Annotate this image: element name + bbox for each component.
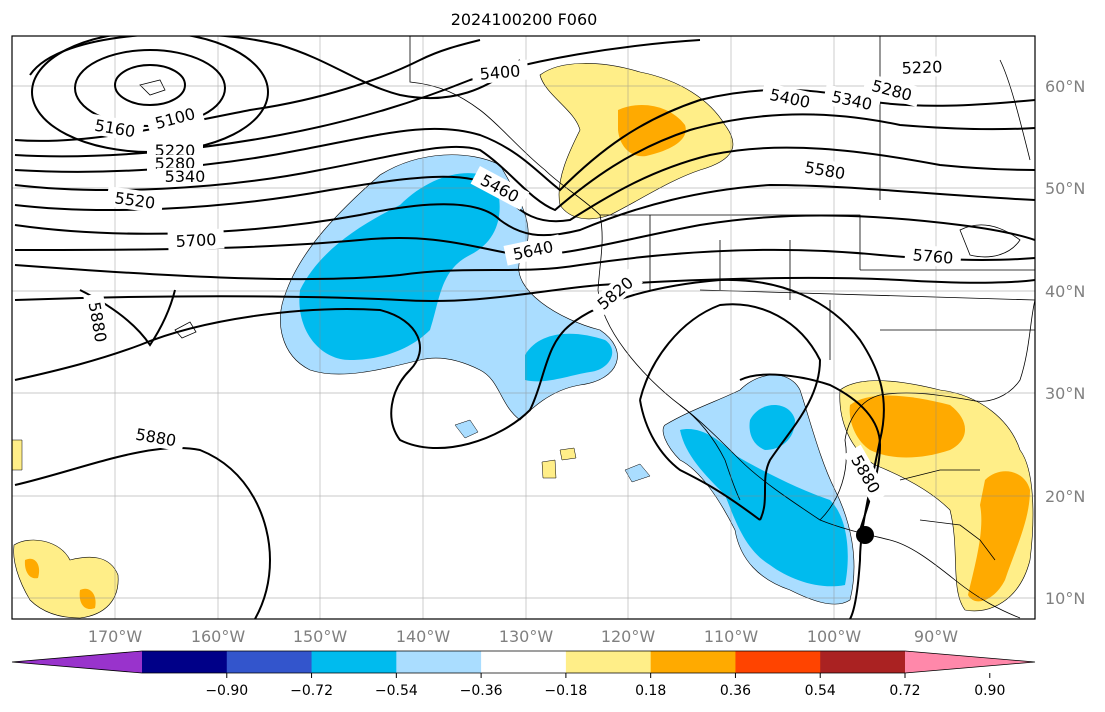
contour-label: 5220 — [901, 57, 942, 77]
storm-center-marker — [856, 526, 874, 544]
colorbar-tick-label: −0.18 — [544, 683, 587, 699]
lon-label: 140°W — [396, 627, 451, 646]
colorbar-bin — [735, 651, 821, 673]
lon-label: 110°W — [704, 627, 759, 646]
colorbar-tick-label: 0.36 — [720, 683, 751, 699]
colorbar-outline — [11, 650, 1036, 674]
colorbar-bin — [650, 651, 736, 673]
lat-label: 50°N — [1045, 179, 1085, 198]
colorbar-extend-max — [905, 651, 1035, 673]
neg-anomaly-dark-pacific — [299, 173, 500, 360]
lon-label: 170°W — [88, 627, 143, 646]
lat-label: 30°N — [1045, 384, 1085, 403]
colorbar-tick-label: −0.36 — [460, 683, 503, 699]
pos-anomaly-dark-hawaii — [24, 558, 96, 610]
colorbar-tick-label: 0.18 — [635, 683, 666, 699]
latitude-labels: 60°N 50°N 40°N 30°N 20°N 10°N — [1045, 77, 1085, 608]
map-frame — [11, 35, 1036, 620]
lat-label: 10°N — [1045, 589, 1085, 608]
anomaly-shading — [12, 63, 1034, 619]
colorbar-bin — [311, 651, 397, 673]
height-contours — [14, 36, 1035, 619]
lon-label: 130°W — [499, 627, 554, 646]
lon-label: 90°W — [914, 627, 958, 646]
colorbar-bin — [396, 651, 482, 673]
pos-anomaly-small — [12, 439, 577, 479]
lon-label: 100°W — [807, 627, 862, 646]
contour-label: 5340 — [165, 167, 206, 186]
lat-label: 20°N — [1045, 487, 1085, 506]
colorbar: −0.90 −0.72 −0.54 −0.36 −0.18 0.18 0.36 0.54 0.7… — [11, 650, 1036, 699]
colorbar-tick-label: 0.54 — [805, 683, 836, 699]
pos-anomaly-dark-centralamerica — [968, 471, 1030, 602]
lon-label: 120°W — [601, 627, 656, 646]
colorbar-tick-label: 0.72 — [889, 683, 920, 699]
colorbar-bin — [142, 651, 228, 673]
colorbar-tick-label: 0.90 — [974, 683, 1005, 699]
lon-label: 160°W — [191, 627, 246, 646]
lat-label: 40°N — [1045, 282, 1085, 301]
longitude-labels: 170°W 160°W 150°W 140°W 130°W 120°W 110°… — [88, 627, 958, 646]
colorbar-bin — [481, 651, 567, 673]
contour-label: 5760 — [912, 245, 954, 267]
figure-title: 2024100200 F060 — [451, 10, 598, 29]
colorbar-tick-label: −0.54 — [375, 683, 418, 699]
map-panel: 5400 5400 5340 5220 5280 5100 5160 5220 … — [12, 36, 1035, 619]
pos-anomaly-dark-canada — [618, 105, 686, 157]
lon-label: 150°W — [293, 627, 348, 646]
colorbar-bin — [565, 651, 652, 673]
coastlines — [139, 36, 1035, 619]
neg-anomaly-dark-baja — [525, 333, 613, 382]
colorbar-tick-label: −0.72 — [290, 683, 333, 699]
lat-label: 60°N — [1045, 77, 1085, 96]
contour-label: 5400 — [479, 61, 521, 83]
colorbar-tick-label: −0.90 — [205, 683, 248, 699]
colorbar-bin — [820, 651, 906, 673]
neg-anomaly-dark-mexico-north — [749, 405, 795, 450]
contour-label: 5700 — [175, 230, 217, 251]
colorbar-bin — [226, 651, 313, 673]
neg-anomaly-small-islands — [454, 419, 651, 483]
colorbar-extend-min — [12, 651, 142, 673]
